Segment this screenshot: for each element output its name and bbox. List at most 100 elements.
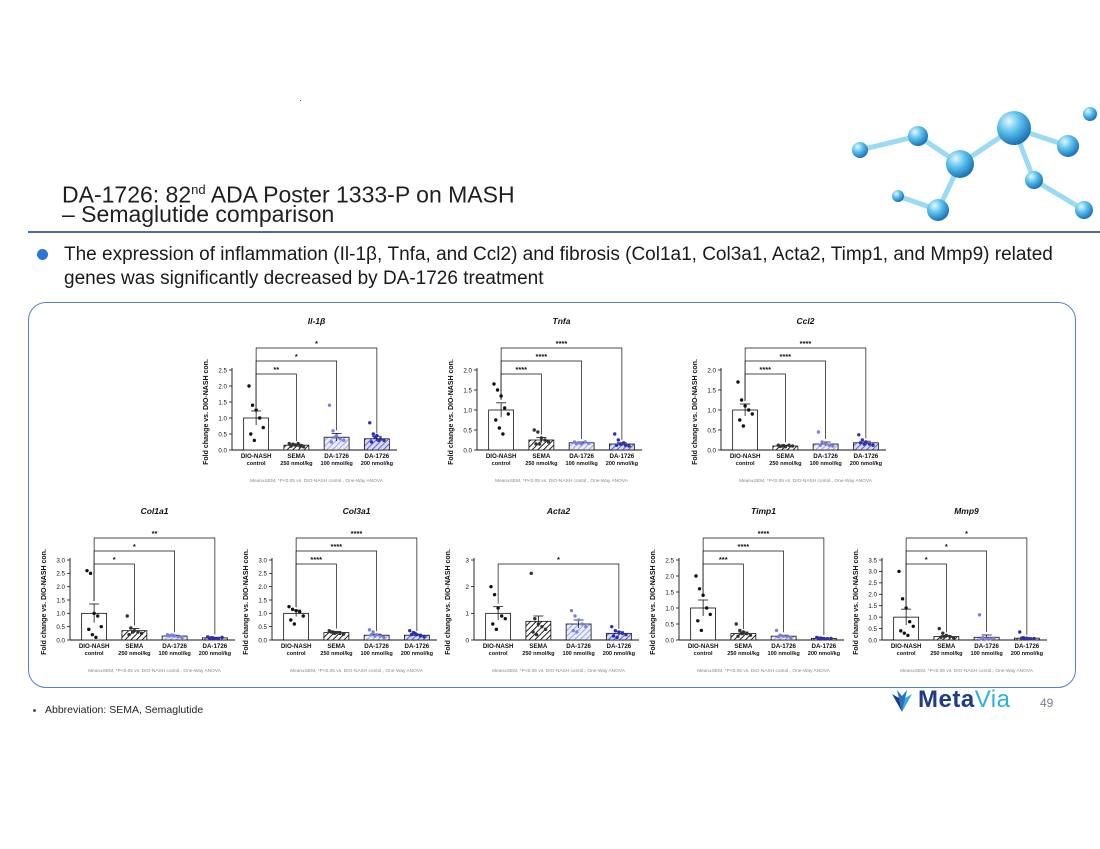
y-axis-label: Fold change vs. DIO-NASH con. <box>853 549 860 655</box>
x-tick-label: control <box>492 461 511 467</box>
data-point <box>413 631 417 636</box>
data-point <box>536 622 541 626</box>
data-point <box>580 622 584 626</box>
data-point <box>292 443 297 447</box>
data-point <box>371 630 375 634</box>
data-point <box>409 632 414 637</box>
y-tick-label: 0.0 <box>868 637 877 644</box>
y-tick-label: 3.0 <box>868 569 877 576</box>
data-point <box>904 606 908 610</box>
significance-label: * <box>965 529 968 538</box>
y-tick-label: 0.5 <box>258 624 267 631</box>
data-point <box>618 442 622 446</box>
significance-label: * <box>925 555 928 564</box>
x-tick-label: DA-1726 <box>162 643 187 650</box>
x-tick-label: DA-1726 <box>811 643 836 650</box>
data-point <box>573 614 577 618</box>
x-tick-label: 250 nmol/kg <box>118 651 151 657</box>
stats-note: Mean±SEM, *P<0.05 vs. DIO-NASH contol., … <box>495 478 629 484</box>
data-point <box>543 627 548 632</box>
y-tick-label: 2.5 <box>56 571 65 578</box>
x-tick-label: 200 nmol/kg <box>199 651 232 657</box>
y-tick-label: 1.0 <box>665 605 674 612</box>
data-point <box>261 425 265 430</box>
x-tick-label: SEMA <box>937 643 955 650</box>
x-tick-label: DA-1726 <box>853 453 878 460</box>
slide-title: DA-1726: 82nd ADA Poster 1333-P on MASH <box>62 181 515 208</box>
y-axis-label: Fold change vs. DIO-NASH con. <box>41 549 48 655</box>
stats-note: Mean±SEM, *P<0.05 vs. DIO-NASH contol., … <box>290 668 424 674</box>
significance-label: **** <box>331 542 343 551</box>
data-point <box>543 438 547 442</box>
data-point <box>699 628 704 633</box>
data-point <box>287 604 291 609</box>
y-tick-label: 0.5 <box>707 427 716 434</box>
x-tick-label: DA-1726 <box>813 453 838 460</box>
data-point <box>171 633 175 637</box>
x-tick-label: DIO-NASH <box>241 453 272 460</box>
data-point <box>94 635 98 640</box>
chart-timp1: Timp1 Fold change vs. DIO-NASH con. 0.0 0.5… <box>650 506 844 674</box>
page-number: 49 <box>1040 696 1054 710</box>
chart-il1b: Il-1β Fold change vs. DIO-NASH con. 0.0 0.5… <box>203 316 397 484</box>
data-point <box>750 412 754 416</box>
data-point <box>569 608 574 613</box>
bracket-line <box>744 347 867 439</box>
data-point <box>90 632 95 637</box>
x-tick-label: 250 nmol/kg <box>930 651 963 657</box>
data-point <box>734 622 738 626</box>
data-point <box>907 620 912 624</box>
data-point <box>373 634 377 638</box>
data-point <box>745 631 749 636</box>
data-point <box>491 622 495 626</box>
data-point <box>540 624 544 629</box>
data-point <box>576 618 581 622</box>
y-tick-label: 2.5 <box>218 367 227 374</box>
data-point <box>781 443 786 448</box>
data-point <box>583 440 587 444</box>
data-point <box>254 408 258 412</box>
footnote-bullet-icon <box>33 708 36 712</box>
y-tick-label: 1.5 <box>218 399 227 406</box>
data-point <box>127 632 131 637</box>
x-tick-label: DIO-NASH <box>483 643 514 650</box>
chart-title: Timp1 <box>751 506 776 516</box>
data-point <box>621 441 626 445</box>
data-point <box>584 624 588 629</box>
data-point <box>373 435 377 439</box>
data-point <box>739 631 744 636</box>
significance-label: *** <box>719 555 728 564</box>
data-point <box>746 408 751 412</box>
data-point <box>867 442 872 446</box>
data-point <box>250 403 255 407</box>
x-tick-label: 250 nmol/kg <box>320 651 353 657</box>
data-point <box>371 432 376 436</box>
x-tick-label: 100 nmol/kg <box>320 461 353 467</box>
y-tick-label: 2.0 <box>463 367 472 374</box>
data-point <box>332 631 337 636</box>
data-point <box>531 630 535 634</box>
data-point <box>862 442 866 446</box>
data-point <box>587 441 591 445</box>
y-tick-label: 2.0 <box>218 383 227 390</box>
data-point <box>297 610 302 614</box>
x-tick-label: DA-1726 <box>364 453 389 460</box>
data-point <box>534 442 538 446</box>
x-tick-label: DA-1726 <box>606 643 631 650</box>
data-point <box>418 634 423 638</box>
data-point <box>85 568 89 573</box>
data-point <box>494 418 498 422</box>
data-point <box>494 627 499 632</box>
x-tick-label: 200 nmol/kg <box>401 651 434 657</box>
data-point <box>300 443 304 448</box>
data-point <box>942 634 947 639</box>
data-point <box>823 442 828 446</box>
x-tick-label: control <box>736 461 755 467</box>
data-point <box>902 631 907 635</box>
data-point <box>333 435 337 439</box>
bullet-text: The expression of inflammation (Il-1β, T… <box>64 244 1053 289</box>
data-point <box>827 443 831 447</box>
slide-subtitle: – Semaglutide comparison <box>62 201 335 227</box>
significance-bracket: * <box>497 555 620 629</box>
data-point <box>816 636 821 640</box>
